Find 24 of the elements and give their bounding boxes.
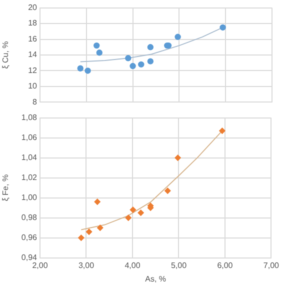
y-tick-label: 0,96 xyxy=(21,233,38,242)
y-tick-label: 12 xyxy=(28,66,38,75)
y-tick-label: 1,06 xyxy=(21,133,38,142)
y-axis-title: ξ Fe, % xyxy=(1,174,10,202)
y-tick-label: 0,94 xyxy=(21,253,38,262)
y-tick-label: 20 xyxy=(28,3,38,12)
y-tick-label: 1,08 xyxy=(21,113,38,122)
y-tick-label: 1,00 xyxy=(21,193,38,202)
x-tick-label: 7,00 xyxy=(263,260,280,270)
y-tick-label: 8 xyxy=(32,97,38,106)
y-tick-label: 14 xyxy=(28,50,38,60)
x-tick-label: 3,00 xyxy=(78,260,95,270)
y-tick-label: 1,02 xyxy=(21,173,38,182)
y-tick-label: 0,98 xyxy=(21,213,38,222)
x-axis-title: As, % xyxy=(145,274,166,284)
x-tick-label: 2,00 xyxy=(32,260,48,270)
y-tick-label: 1,04 xyxy=(21,153,38,162)
y-tick-label: 18 xyxy=(28,18,38,28)
y-tick-label: 10 xyxy=(28,82,38,91)
y-axis-title: ξ Cu, % xyxy=(1,41,10,69)
x-tick-label: 4,00 xyxy=(124,260,141,270)
x-tick-label: 6,00 xyxy=(217,260,234,270)
y-tick-label: 16 xyxy=(28,34,38,44)
x-tick-label: 5,00 xyxy=(170,260,188,270)
